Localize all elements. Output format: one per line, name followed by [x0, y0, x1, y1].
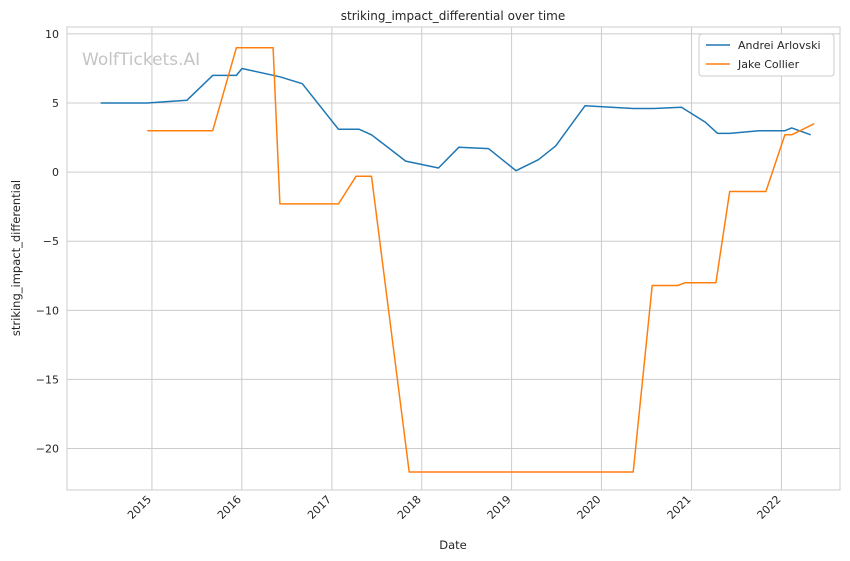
- y-tick-label: −10: [36, 304, 59, 317]
- x-tick-label: 2020: [575, 493, 604, 522]
- y-tick-label: 10: [45, 28, 59, 41]
- chart-title: striking_impact_differential over time: [341, 9, 566, 23]
- x-tick-label: 2017: [305, 493, 334, 522]
- x-tick-label: 2021: [665, 493, 694, 522]
- legend-label-collier: Jake Collier: [737, 58, 800, 71]
- series-line-andrei-arlovski: [100, 67, 811, 172]
- y-tick-label: 0: [52, 166, 59, 179]
- series-lines: [100, 46, 815, 473]
- grid: [67, 27, 840, 490]
- y-tick-label: −20: [36, 443, 59, 456]
- plot-frame: [66, 26, 841, 491]
- x-tick-label: 2018: [395, 493, 424, 522]
- legend-label-arlovski: Andrei Arlovski: [738, 39, 821, 52]
- x-tick-labels: 2015 2016 2017 2018 2019 2020 2021 2022: [125, 493, 783, 522]
- y-tick-label: −15: [36, 373, 59, 386]
- legend-box: [698, 33, 835, 77]
- x-tick-label: 2015: [125, 493, 154, 522]
- y-tick-labels: 10 5 0 −5 −10 −15 −20: [36, 28, 59, 456]
- x-axis-title: Date: [439, 538, 467, 552]
- x-tick-label: 2019: [485, 493, 514, 522]
- watermark: WolfTickets.AI: [82, 50, 200, 70]
- legend: Andrei Arlovski Jake Collier: [698, 33, 835, 77]
- x-tick-label: 2022: [755, 493, 784, 522]
- y-tick-label: −5: [43, 235, 59, 248]
- y-tick-label: 5: [52, 97, 59, 110]
- y-axis-title: striking_impact_differential: [9, 180, 23, 336]
- x-tick-label: 2016: [215, 493, 244, 522]
- series-line-jake-collier: [147, 46, 815, 473]
